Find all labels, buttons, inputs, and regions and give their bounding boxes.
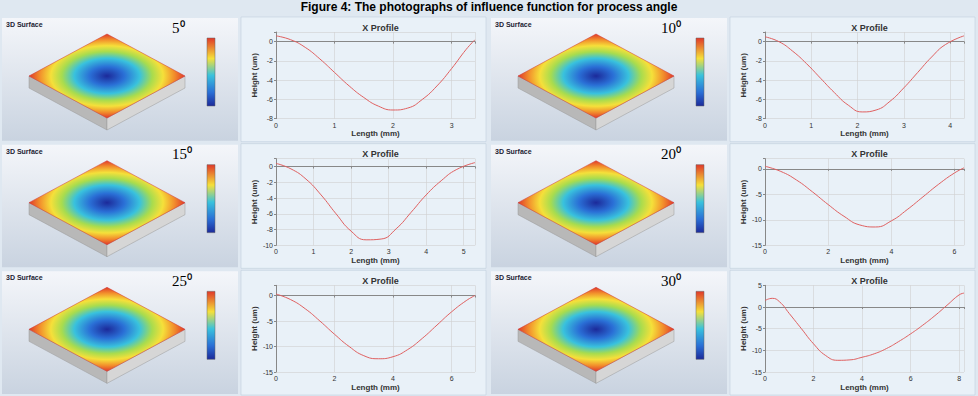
svg-text:5: 5	[758, 282, 762, 289]
svg-text:0: 0	[274, 248, 278, 255]
svg-text:4: 4	[424, 248, 428, 255]
svg-text:6: 6	[953, 248, 957, 255]
svg-text:0: 0	[763, 375, 767, 382]
svg-text:-6: -6	[756, 96, 762, 103]
svg-text:-5: -5	[756, 325, 762, 332]
svg-text:6: 6	[450, 375, 454, 382]
svg-text:-10: -10	[752, 216, 762, 223]
svg-text:30⁰: 30⁰	[661, 273, 681, 289]
svg-text:20⁰: 20⁰	[661, 146, 681, 162]
svg-text:Length (mm): Length (mm)	[351, 383, 400, 392]
svg-text:Length (mm): Length (mm)	[351, 129, 400, 138]
svg-text:Height (um): Height (um)	[739, 306, 748, 351]
svg-text:0: 0	[274, 375, 278, 382]
svg-text:0: 0	[758, 38, 762, 45]
svg-text:-8: -8	[756, 115, 762, 122]
svg-text:-10: -10	[263, 242, 273, 249]
svg-text:-4: -4	[267, 195, 273, 202]
svg-text:3D Surface: 3D Surface	[495, 21, 532, 28]
svg-text:Length (mm): Length (mm)	[351, 256, 400, 265]
svg-text:-6: -6	[267, 210, 273, 217]
svg-text:5: 5	[462, 248, 466, 255]
svg-text:3D Surface: 3D Surface	[6, 21, 43, 28]
svg-text:3D Surface: 3D Surface	[6, 274, 43, 281]
svg-text:-2: -2	[267, 57, 273, 64]
svg-text:X Profile: X Profile	[362, 149, 399, 159]
svg-text:Height (um): Height (um)	[250, 179, 259, 224]
svg-text:-8: -8	[267, 226, 273, 233]
svg-text:1: 1	[333, 122, 337, 129]
svg-text:X Profile: X Profile	[362, 23, 399, 33]
svg-text:0: 0	[763, 122, 767, 129]
svg-text:10⁰: 10⁰	[661, 20, 681, 36]
svg-text:X Profile: X Profile	[362, 276, 399, 286]
svg-text:-15: -15	[752, 369, 762, 376]
svg-text:0: 0	[269, 292, 273, 299]
svg-text:4: 4	[860, 375, 864, 382]
svg-text:1: 1	[312, 248, 316, 255]
svg-text:2: 2	[826, 248, 830, 255]
svg-text:0: 0	[274, 122, 278, 129]
svg-text:6: 6	[909, 375, 913, 382]
svg-text:2: 2	[812, 375, 816, 382]
svg-text:0: 0	[763, 248, 767, 255]
svg-text:2: 2	[349, 248, 353, 255]
svg-text:15⁰: 15⁰	[172, 146, 192, 162]
svg-text:4: 4	[391, 375, 395, 382]
svg-text:0: 0	[758, 304, 762, 311]
svg-text:2: 2	[856, 122, 860, 129]
svg-text:3: 3	[450, 122, 454, 129]
svg-text:-8: -8	[267, 115, 273, 122]
svg-text:3D Surface: 3D Surface	[495, 148, 532, 155]
svg-text:Length (mm): Length (mm)	[840, 129, 889, 138]
svg-text:-10: -10	[263, 343, 273, 350]
svg-text:8: 8	[957, 375, 961, 382]
svg-text:-2: -2	[756, 57, 762, 64]
svg-text:X Profile: X Profile	[851, 276, 888, 286]
svg-text:X Profile: X Profile	[851, 149, 888, 159]
svg-text:0: 0	[269, 163, 273, 170]
svg-text:-2: -2	[267, 179, 273, 186]
svg-text:Length (mm): Length (mm)	[840, 383, 889, 392]
svg-text:-15: -15	[752, 242, 762, 249]
svg-text:Height (um): Height (um)	[250, 53, 259, 98]
svg-text:Figure 4: The photographs of i: Figure 4: The photographs of influence f…	[301, 0, 678, 14]
svg-text:-15: -15	[263, 369, 273, 376]
svg-text:X Profile: X Profile	[851, 23, 888, 33]
svg-text:0: 0	[758, 165, 762, 172]
svg-text:-4: -4	[756, 77, 762, 84]
svg-text:4: 4	[889, 248, 893, 255]
svg-text:4: 4	[948, 122, 952, 129]
svg-text:Height (um): Height (um)	[250, 306, 259, 351]
svg-text:-10: -10	[752, 347, 762, 354]
svg-text:-4: -4	[267, 77, 273, 84]
svg-text:2: 2	[333, 375, 337, 382]
svg-text:0: 0	[269, 38, 273, 45]
svg-text:3: 3	[902, 122, 906, 129]
svg-text:2: 2	[391, 122, 395, 129]
svg-text:-6: -6	[267, 96, 273, 103]
svg-text:3: 3	[387, 248, 391, 255]
svg-text:-5: -5	[756, 191, 762, 198]
svg-text:Height (um): Height (um)	[739, 53, 748, 98]
svg-text:3D Surface: 3D Surface	[495, 274, 532, 281]
svg-text:3D Surface: 3D Surface	[6, 148, 43, 155]
svg-text:Length (mm): Length (mm)	[840, 256, 889, 265]
svg-text:5⁰: 5⁰	[172, 20, 185, 36]
svg-text:1: 1	[809, 122, 813, 129]
svg-text:-5: -5	[267, 318, 273, 325]
svg-text:Height (um): Height (um)	[739, 179, 748, 224]
svg-text:25⁰: 25⁰	[172, 273, 192, 289]
